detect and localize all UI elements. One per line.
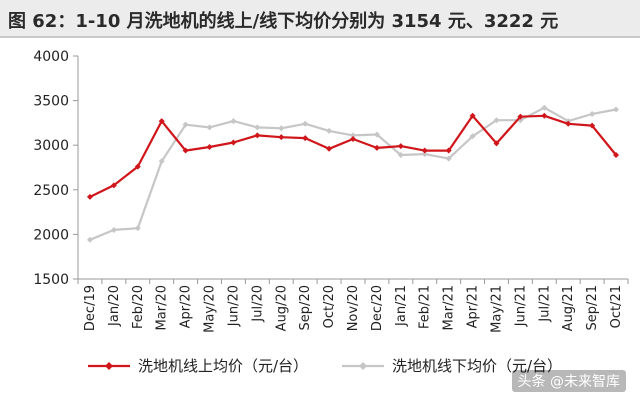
legend-item-1: 洗地机线下均价（元/台） (342, 357, 562, 375)
legend-label: 洗地机线上均价（元/台） (138, 357, 308, 375)
y-tick-label: 1500 (33, 272, 69, 288)
data-point (373, 131, 380, 138)
legend-item-0: 洗地机线上均价（元/台） (88, 357, 308, 375)
x-tick-label: Apr/20 (179, 285, 194, 328)
data-point (493, 117, 500, 124)
data-point (206, 124, 213, 131)
data-point (421, 151, 428, 158)
data-point (230, 118, 237, 125)
data-point (469, 133, 476, 140)
x-tick-label: Feb/21 (418, 285, 433, 329)
data-point (254, 124, 261, 131)
y-tick-label: 3000 (33, 138, 69, 154)
data-point (445, 147, 452, 154)
x-tick-label: Nov/20 (346, 285, 361, 331)
data-point (206, 143, 213, 150)
chart-series-layer (86, 104, 620, 243)
data-point (589, 110, 596, 117)
data-point (613, 106, 620, 113)
data-point (158, 118, 165, 125)
x-tick-label: Jan/20 (107, 285, 122, 327)
watermark-label: 头条 @未来智库 (511, 370, 626, 392)
data-point (421, 147, 428, 154)
data-point (230, 139, 237, 146)
x-tick-label: Dec/19 (83, 285, 98, 331)
data-point (326, 145, 333, 152)
x-tick-label: Dec/20 (370, 285, 385, 331)
data-point (469, 112, 476, 119)
data-point (589, 122, 596, 129)
data-point (326, 127, 333, 134)
y-tick-label: 3500 (33, 94, 69, 110)
data-point (541, 104, 548, 111)
data-point (613, 152, 620, 159)
data-point (350, 135, 356, 142)
x-tick-label: Jun/21 (513, 285, 528, 327)
x-tick-label: Oct/20 (322, 285, 337, 328)
x-tick-label: Mar/20 (155, 285, 170, 330)
series-0 (86, 112, 620, 200)
x-tick-label: Jan/21 (394, 285, 409, 327)
data-point (517, 113, 524, 120)
data-point (445, 155, 452, 162)
data-point (541, 112, 548, 119)
x-tick-label: Aug/21 (561, 285, 576, 331)
x-tick-label: Apr/21 (466, 285, 481, 328)
series-line (89, 114, 617, 198)
figure-title: 图 62：1-10 月洗地机的线上/线下均价分别为 3154 元、3222 元 (8, 11, 559, 32)
data-point (134, 163, 141, 170)
series-1 (86, 104, 620, 243)
data-point (182, 121, 189, 128)
x-tick-label: May/21 (489, 285, 504, 333)
data-point (158, 158, 165, 165)
x-tick-label: Sep/20 (298, 285, 313, 330)
x-tick-label: Aug/20 (274, 285, 289, 331)
figure-title-bar: 图 62：1-10 月洗地机的线上/线下均价分别为 3154 元、3222 元 (0, 0, 640, 38)
chart-legend: 洗地机线上均价（元/台） 洗地机线下均价（元/台） (88, 357, 562, 375)
x-tick-label: Jul/21 (537, 285, 552, 323)
legend-marker (105, 362, 113, 370)
data-point (86, 193, 93, 200)
chart-axes: 1500 2000 2500 3000 3500 4000 Dec/19 Jan/20 Feb/… (33, 49, 629, 333)
data-point (350, 132, 356, 139)
x-tick-label: Jul/20 (250, 285, 265, 323)
data-point (278, 125, 285, 132)
y-tick-label: 2000 (33, 227, 69, 243)
x-tick-label: May/20 (203, 285, 218, 333)
legend-marker (359, 362, 367, 370)
data-point (493, 140, 500, 147)
data-point (397, 143, 404, 150)
data-point (254, 132, 261, 139)
x-tick-label: Oct/21 (609, 285, 624, 328)
series-line (89, 106, 617, 241)
data-point (302, 120, 309, 127)
x-tick-label: Sep/21 (585, 285, 600, 330)
legend-label: 洗地机线下均价（元/台） (392, 357, 562, 375)
data-point (182, 147, 189, 154)
data-point (302, 135, 309, 142)
data-point (565, 120, 572, 127)
x-tick-label: Jun/20 (226, 285, 241, 327)
data-point (86, 236, 93, 243)
data-point (373, 144, 380, 151)
data-point (278, 134, 285, 141)
data-point (134, 225, 141, 232)
y-tick-label: 4000 (33, 49, 69, 65)
data-point (397, 152, 404, 159)
data-point (110, 182, 117, 189)
x-tick-label: Feb/20 (131, 285, 146, 329)
data-point (110, 226, 117, 233)
x-tick-label: Mar/21 (442, 285, 457, 330)
y-tick-label: 2500 (33, 183, 69, 199)
